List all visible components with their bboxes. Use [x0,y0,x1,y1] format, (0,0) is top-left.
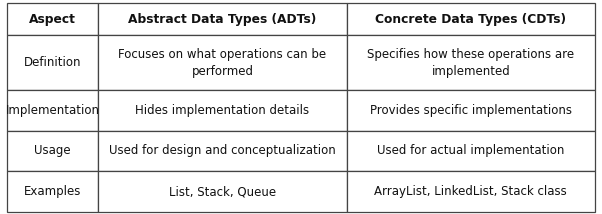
Text: Specifies how these operations are
implemented: Specifies how these operations are imple… [367,48,574,78]
Bar [347,90,595,131]
Bar [7,131,98,171]
Bar [7,35,98,90]
Text: ArrayList, LinkedList, Stack class: ArrayList, LinkedList, Stack class [374,185,567,198]
Bar [347,3,595,35]
Text: Focuses on what operations can be
performed: Focuses on what operations can be perfor… [119,48,327,78]
Bar [7,3,98,35]
Text: Abstract Data Types (ADTs): Abstract Data Types (ADTs) [128,13,317,26]
Bar [7,171,98,212]
Bar [98,35,347,90]
Bar [98,171,347,212]
Bar [347,131,595,171]
Bar [7,90,98,131]
Text: Concrete Data Types (CDTs): Concrete Data Types (CDTs) [375,13,566,26]
Bar [98,90,347,131]
Bar [98,131,347,171]
Bar [347,35,595,90]
Text: List, Stack, Queue: List, Stack, Queue [169,185,276,198]
Text: Usage: Usage [34,144,71,157]
Text: Used for design and conceptualization: Used for design and conceptualization [109,144,336,157]
Text: Used for actual implementation: Used for actual implementation [377,144,565,157]
Text: Definition: Definition [24,56,81,69]
Text: Examples: Examples [24,185,81,198]
Text: Provides specific implementations: Provides specific implementations [370,104,572,117]
Text: Aspect: Aspect [29,13,76,26]
Text: Hides implementation details: Hides implementation details [135,104,309,117]
Bar [347,171,595,212]
Text: Implementation: Implementation [6,104,100,117]
Bar [98,3,347,35]
